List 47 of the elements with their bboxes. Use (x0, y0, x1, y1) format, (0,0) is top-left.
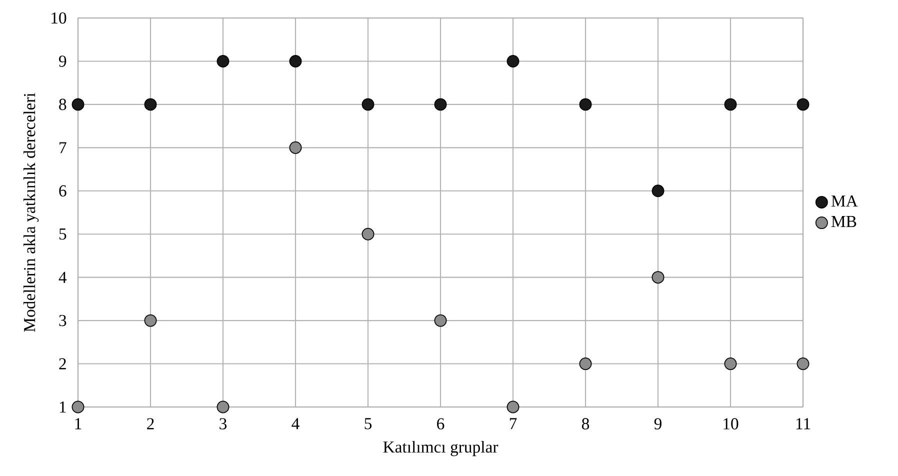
y-tick-label: 3 (59, 314, 66, 326)
point (652, 184, 664, 198)
y-tick-label: 2 (59, 358, 66, 370)
legend-label: MA (831, 196, 858, 207)
point (724, 98, 737, 111)
point (506, 400, 520, 414)
y-tick-label: 5 (59, 228, 66, 240)
point (579, 358, 592, 370)
point (506, 54, 520, 68)
x-tick-label: 4 (292, 418, 300, 430)
point (724, 358, 737, 370)
y-tick-label: 6 (59, 185, 66, 196)
point (652, 271, 664, 284)
point (72, 400, 84, 414)
point (289, 141, 302, 154)
x-tick-label: 8 (582, 418, 590, 430)
x-tick-label: 6 (437, 418, 444, 430)
point (216, 54, 230, 68)
point (434, 98, 447, 111)
point (72, 98, 84, 111)
point (362, 228, 374, 240)
y-tick-label: 10 (52, 12, 66, 24)
x-tick-label: 3 (220, 418, 227, 430)
x-tick-label: 7 (510, 418, 517, 430)
x-tick-label: 2 (147, 418, 154, 430)
point (144, 314, 157, 327)
x-tick-label: 5 (364, 418, 372, 430)
point (216, 400, 230, 414)
x-tick-label: 11 (796, 418, 810, 430)
x-axis-title: Katılımcı gruplar (383, 440, 498, 456)
y-axis-title: Modellerin akla yatkınlık dereceleri (23, 92, 39, 332)
y-tick-label: 4 (58, 272, 67, 283)
y-tick-label: 9 (59, 56, 66, 67)
y-tick-label: 8 (59, 98, 66, 110)
x-tick-label: 1 (75, 418, 82, 430)
point (362, 98, 374, 111)
legend-label: MB (831, 216, 856, 228)
point (579, 98, 592, 111)
point (434, 314, 447, 327)
x-tick-label: 10 (724, 418, 738, 430)
point (796, 358, 810, 370)
x-tick-label: 9 (654, 418, 662, 430)
point (144, 98, 157, 111)
point (796, 98, 810, 111)
point (289, 54, 302, 68)
y-tick-label: 7 (60, 142, 66, 154)
y-tick-label: 1 (60, 401, 66, 413)
